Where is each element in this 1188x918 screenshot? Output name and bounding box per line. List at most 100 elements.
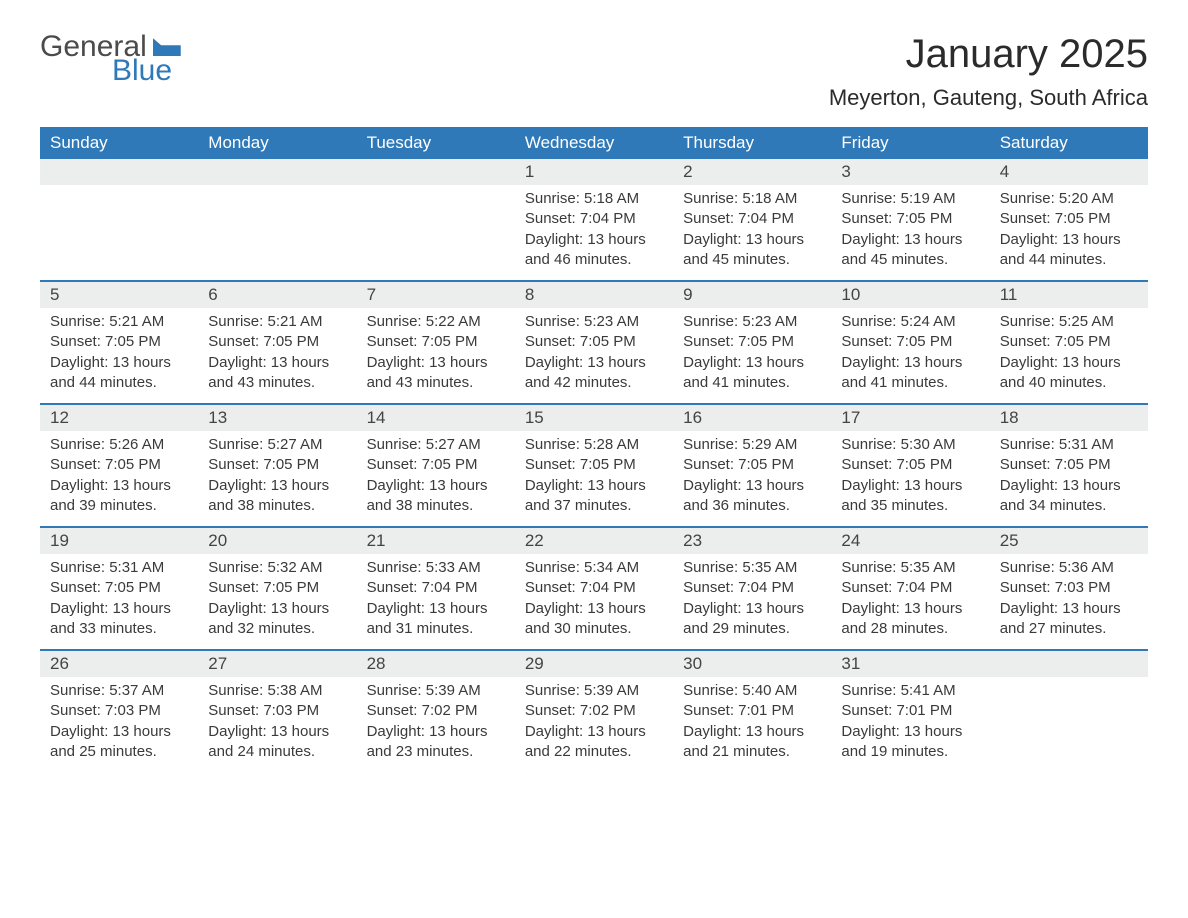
day-body: Sunrise: 5:23 AMSunset: 7:05 PMDaylight:… — [673, 308, 831, 403]
sunrise-text: Sunrise: 5:30 AM — [841, 435, 979, 455]
day-cell: 13Sunrise: 5:27 AMSunset: 7:05 PMDayligh… — [198, 405, 356, 526]
daylight-text: Daylight: 13 hours and 25 minutes. — [50, 722, 188, 763]
daylight-text: Daylight: 13 hours and 24 minutes. — [208, 722, 346, 763]
daylight-text: Daylight: 13 hours and 43 minutes. — [367, 353, 505, 394]
day-cell: 16Sunrise: 5:29 AMSunset: 7:05 PMDayligh… — [673, 405, 831, 526]
day-body — [990, 677, 1148, 757]
sunrise-text: Sunrise: 5:29 AM — [683, 435, 821, 455]
day-cell — [357, 159, 515, 280]
day-number: 30 — [673, 651, 831, 677]
day-number: 3 — [831, 159, 989, 185]
day-number: 15 — [515, 405, 673, 431]
week-row: 12Sunrise: 5:26 AMSunset: 7:05 PMDayligh… — [40, 403, 1148, 526]
sunset-text: Sunset: 7:05 PM — [525, 332, 663, 352]
day-cell: 2Sunrise: 5:18 AMSunset: 7:04 PMDaylight… — [673, 159, 831, 280]
daylight-text: Daylight: 13 hours and 43 minutes. — [208, 353, 346, 394]
daylight-text: Daylight: 13 hours and 45 minutes. — [683, 230, 821, 271]
daylight-text: Daylight: 13 hours and 21 minutes. — [683, 722, 821, 763]
daylight-text: Daylight: 13 hours and 19 minutes. — [841, 722, 979, 763]
sunset-text: Sunset: 7:05 PM — [208, 332, 346, 352]
day-body: Sunrise: 5:27 AMSunset: 7:05 PMDaylight:… — [357, 431, 515, 526]
daylight-text: Daylight: 13 hours and 35 minutes. — [841, 476, 979, 517]
daylight-text: Daylight: 13 hours and 29 minutes. — [683, 599, 821, 640]
day-cell — [990, 651, 1148, 772]
day-body: Sunrise: 5:36 AMSunset: 7:03 PMDaylight:… — [990, 554, 1148, 649]
sunrise-text: Sunrise: 5:40 AM — [683, 681, 821, 701]
logo: General Blue — [40, 32, 181, 86]
day-body: Sunrise: 5:28 AMSunset: 7:05 PMDaylight:… — [515, 431, 673, 526]
sunrise-text: Sunrise: 5:23 AM — [525, 312, 663, 332]
sunset-text: Sunset: 7:05 PM — [841, 332, 979, 352]
day-body: Sunrise: 5:18 AMSunset: 7:04 PMDaylight:… — [673, 185, 831, 280]
day-body: Sunrise: 5:23 AMSunset: 7:05 PMDaylight:… — [515, 308, 673, 403]
day-cell: 20Sunrise: 5:32 AMSunset: 7:05 PMDayligh… — [198, 528, 356, 649]
day-cell: 27Sunrise: 5:38 AMSunset: 7:03 PMDayligh… — [198, 651, 356, 772]
daylight-text: Daylight: 13 hours and 44 minutes. — [1000, 230, 1138, 271]
day-number: 12 — [40, 405, 198, 431]
sunrise-text: Sunrise: 5:35 AM — [683, 558, 821, 578]
daylight-text: Daylight: 13 hours and 22 minutes. — [525, 722, 663, 763]
day-cell: 10Sunrise: 5:24 AMSunset: 7:05 PMDayligh… — [831, 282, 989, 403]
sunset-text: Sunset: 7:05 PM — [841, 455, 979, 475]
sunset-text: Sunset: 7:05 PM — [841, 209, 979, 229]
sunrise-text: Sunrise: 5:18 AM — [683, 189, 821, 209]
weekday-header-row: SundayMondayTuesdayWednesdayThursdayFrid… — [40, 127, 1148, 159]
sunrise-text: Sunrise: 5:18 AM — [525, 189, 663, 209]
flag-icon — [153, 38, 181, 56]
day-cell: 9Sunrise: 5:23 AMSunset: 7:05 PMDaylight… — [673, 282, 831, 403]
sunrise-text: Sunrise: 5:38 AM — [208, 681, 346, 701]
day-body: Sunrise: 5:39 AMSunset: 7:02 PMDaylight:… — [515, 677, 673, 772]
daylight-text: Daylight: 13 hours and 30 minutes. — [525, 599, 663, 640]
day-body: Sunrise: 5:31 AMSunset: 7:05 PMDaylight:… — [40, 554, 198, 649]
sunset-text: Sunset: 7:01 PM — [841, 701, 979, 721]
daylight-text: Daylight: 13 hours and 40 minutes. — [1000, 353, 1138, 394]
sunrise-text: Sunrise: 5:28 AM — [525, 435, 663, 455]
day-cell: 25Sunrise: 5:36 AMSunset: 7:03 PMDayligh… — [990, 528, 1148, 649]
day-body: Sunrise: 5:21 AMSunset: 7:05 PMDaylight:… — [198, 308, 356, 403]
title-block: January 2025 Meyerton, Gauteng, South Af… — [829, 32, 1148, 111]
day-number: 22 — [515, 528, 673, 554]
daylight-text: Daylight: 13 hours and 37 minutes. — [525, 476, 663, 517]
weekday-header: Monday — [198, 127, 356, 159]
sunset-text: Sunset: 7:04 PM — [525, 578, 663, 598]
sunrise-text: Sunrise: 5:27 AM — [208, 435, 346, 455]
day-body: Sunrise: 5:35 AMSunset: 7:04 PMDaylight:… — [673, 554, 831, 649]
week-row: 5Sunrise: 5:21 AMSunset: 7:05 PMDaylight… — [40, 280, 1148, 403]
day-number: 21 — [357, 528, 515, 554]
day-number: 17 — [831, 405, 989, 431]
logo-text-blue: Blue — [112, 56, 181, 86]
sunrise-text: Sunrise: 5:33 AM — [367, 558, 505, 578]
day-cell: 26Sunrise: 5:37 AMSunset: 7:03 PMDayligh… — [40, 651, 198, 772]
day-cell: 21Sunrise: 5:33 AMSunset: 7:04 PMDayligh… — [357, 528, 515, 649]
day-number: 18 — [990, 405, 1148, 431]
day-number: 20 — [198, 528, 356, 554]
weekday-header: Friday — [831, 127, 989, 159]
day-body: Sunrise: 5:34 AMSunset: 7:04 PMDaylight:… — [515, 554, 673, 649]
week-row: 1Sunrise: 5:18 AMSunset: 7:04 PMDaylight… — [40, 159, 1148, 280]
sunset-text: Sunset: 7:04 PM — [683, 209, 821, 229]
day-body: Sunrise: 5:33 AMSunset: 7:04 PMDaylight:… — [357, 554, 515, 649]
day-number: 5 — [40, 282, 198, 308]
week-row: 19Sunrise: 5:31 AMSunset: 7:05 PMDayligh… — [40, 526, 1148, 649]
day-number: 16 — [673, 405, 831, 431]
sunset-text: Sunset: 7:04 PM — [367, 578, 505, 598]
day-number: 31 — [831, 651, 989, 677]
day-cell: 18Sunrise: 5:31 AMSunset: 7:05 PMDayligh… — [990, 405, 1148, 526]
page-header: General Blue January 2025 Meyerton, Gaut… — [40, 32, 1148, 111]
sunrise-text: Sunrise: 5:31 AM — [1000, 435, 1138, 455]
day-number — [40, 159, 198, 185]
sunset-text: Sunset: 7:01 PM — [683, 701, 821, 721]
sunrise-text: Sunrise: 5:34 AM — [525, 558, 663, 578]
day-cell: 6Sunrise: 5:21 AMSunset: 7:05 PMDaylight… — [198, 282, 356, 403]
sunrise-text: Sunrise: 5:31 AM — [50, 558, 188, 578]
calendar: SundayMondayTuesdayWednesdayThursdayFrid… — [40, 127, 1148, 772]
day-body: Sunrise: 5:37 AMSunset: 7:03 PMDaylight:… — [40, 677, 198, 772]
day-cell: 12Sunrise: 5:26 AMSunset: 7:05 PMDayligh… — [40, 405, 198, 526]
day-number: 11 — [990, 282, 1148, 308]
sunrise-text: Sunrise: 5:20 AM — [1000, 189, 1138, 209]
sunset-text: Sunset: 7:05 PM — [50, 578, 188, 598]
day-number: 25 — [990, 528, 1148, 554]
sunset-text: Sunset: 7:05 PM — [50, 455, 188, 475]
sunset-text: Sunset: 7:05 PM — [208, 578, 346, 598]
day-cell: 30 Sunrise: 5:40 AMSunset: 7:01 PMDayligh… — [673, 651, 831, 772]
